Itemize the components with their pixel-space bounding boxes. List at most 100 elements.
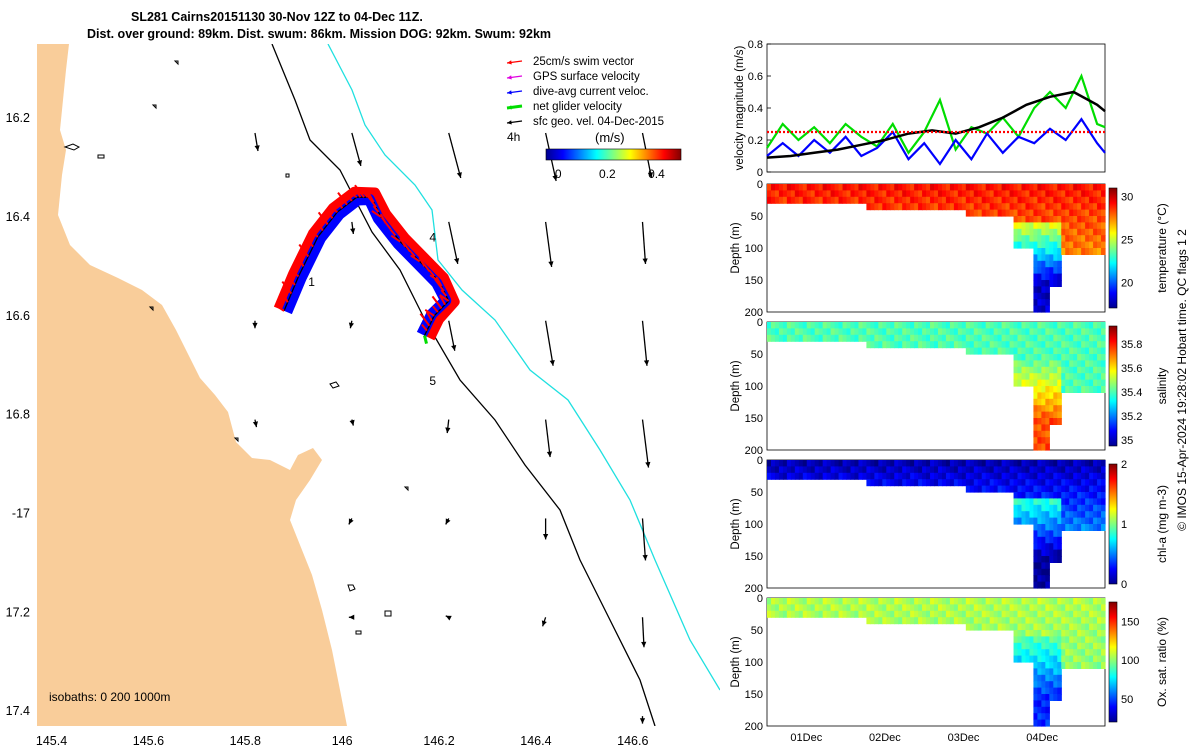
section-cell [1037,617,1042,625]
section-cell [1049,347,1054,355]
section-cell [858,460,864,467]
section-cell [1013,642,1019,650]
section-cell [842,196,848,204]
section-cell [926,190,931,198]
section-cell [1021,630,1027,637]
section-cell [1013,610,1019,618]
legend-label: sfc geo. vel. 04-Dec-2015 [533,116,664,128]
section-cell [957,322,963,329]
section-cell [1097,379,1102,387]
section-cell [1085,524,1090,531]
section-cell [965,604,971,612]
section-cell [1045,472,1050,480]
section-cell [1061,504,1066,512]
section-cell [814,322,820,329]
section-cell [1013,235,1019,243]
section-cell [1081,617,1086,625]
section-cell [886,334,891,342]
section-cell [1037,235,1042,243]
section-cell [1077,209,1082,217]
section-cell [1001,190,1007,198]
section-cell [949,466,955,474]
section-cell [1053,549,1058,557]
section-cell [1025,517,1031,525]
section-cell [1045,305,1050,313]
section-cell [1101,479,1106,487]
map-y-tick-label: 16.8 [6,408,30,422]
section-cell [937,203,943,211]
section-cell [767,334,772,342]
section-cell [1093,610,1098,618]
section-cell [767,322,772,329]
section-cell [1061,617,1066,625]
section-cell [934,604,939,612]
section-cell [910,617,915,625]
section-cell [1089,360,1094,368]
section-cell [826,460,832,467]
section-cell [1101,485,1106,493]
section-cell [969,604,975,612]
section-cell [890,322,895,329]
map-x-tick-label: 146.4 [520,734,551,748]
section-cell [1029,209,1035,217]
section-cell [1001,203,1007,211]
section-cell [1013,655,1019,663]
section-cell [1057,328,1062,336]
section-cell [1085,241,1090,249]
section-cell [1057,623,1062,631]
section-cell [878,203,883,211]
section-cell [1025,460,1031,467]
section-cell [1045,373,1050,381]
section-cell [1045,347,1050,355]
section-cell [814,328,820,336]
geo-velocity-arrowhead [445,615,452,621]
section-cell [822,460,828,467]
section-cell [1093,248,1098,255]
section-cell [1073,203,1078,211]
section-cell [1097,511,1102,519]
section-cell [1073,366,1078,374]
section-cell [965,341,971,349]
section-cell [1093,472,1098,480]
section-cell [1037,248,1042,255]
section-cell [822,328,828,336]
section-cell [977,196,983,204]
section-cell [898,598,903,605]
section-cell [1053,190,1058,198]
section-cell [1089,366,1094,374]
geo-velocity-arrowhead [639,718,646,724]
section-cell [862,460,868,467]
section-cell [941,472,947,480]
section-cell [906,604,911,612]
section-cell [898,203,903,211]
section-cell [1017,460,1023,467]
section-cell [965,466,971,474]
section-cell [767,190,772,198]
section-cell [1053,466,1058,474]
section-cell [1085,386,1090,393]
section-cell [969,209,975,217]
section-cell [1001,604,1007,612]
section-cell [1101,209,1106,217]
section-cell [882,617,887,625]
colorbar-tick-label: 2 [1121,459,1127,471]
swim-vector [439,295,446,306]
section-cell [997,598,1003,605]
section-cell [902,203,907,211]
section-cell [1049,681,1054,689]
section-cell [922,328,927,336]
section-cell [1017,196,1023,204]
section-cell [1049,466,1054,474]
section-cell [778,466,784,474]
swim-vector [289,278,296,286]
section-cell [794,184,800,191]
section-cell [965,347,971,355]
section-cell [961,466,967,474]
section-cell [886,322,891,329]
section-cell [1021,649,1027,657]
section-cell [838,598,844,605]
section-cell [997,341,1003,349]
section-cell [1053,360,1058,368]
section-cell [850,604,856,612]
